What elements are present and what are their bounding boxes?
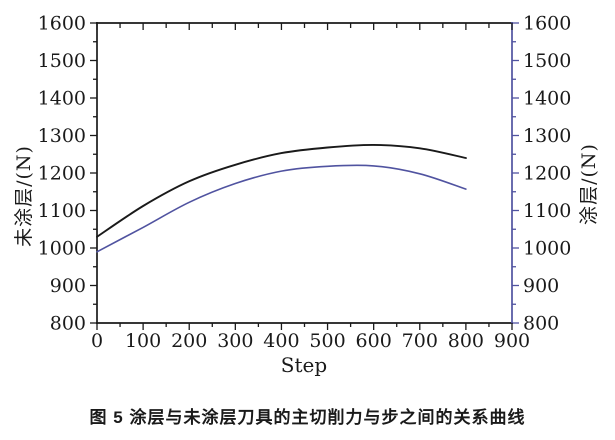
right-y-tick-label: 1600 bbox=[523, 13, 571, 35]
x-tick-label: 800 bbox=[448, 330, 484, 352]
x-axis-title: Step bbox=[281, 353, 327, 377]
right-y-tick-label: 1000 bbox=[523, 238, 571, 260]
right-y-tick-label: 1400 bbox=[523, 88, 571, 110]
left-y-tick-label: 800 bbox=[50, 313, 86, 335]
x-tick-label: 0 bbox=[91, 330, 103, 352]
right-y-tick-label: 1100 bbox=[523, 200, 571, 222]
left-y-tick-label: 1400 bbox=[38, 88, 86, 110]
right-y-tick-label: 900 bbox=[523, 275, 559, 297]
x-tick-label: 200 bbox=[171, 330, 207, 352]
right-y-axis-title: 涂层/(N) bbox=[578, 143, 600, 225]
x-tick-label: 900 bbox=[494, 330, 530, 352]
x-tick-label: 400 bbox=[263, 330, 299, 352]
left-y-axis-title: 未涂层/(N) bbox=[13, 145, 35, 247]
left-y-tick-label: 1100 bbox=[38, 200, 86, 222]
right-y-tick-label: 1300 bbox=[523, 125, 571, 147]
x-tick-label: 100 bbox=[125, 330, 161, 352]
left-y-tick-label: 1000 bbox=[38, 238, 86, 260]
right-y-tick-label: 800 bbox=[523, 313, 559, 335]
left-y-tick-label: 1500 bbox=[38, 50, 86, 72]
figure-caption: 图 5 涂层与未涂层刀具的主切削力与步之间的关系曲线 bbox=[89, 408, 526, 427]
left-y-tick-label: 900 bbox=[50, 275, 86, 297]
left-y-tick-label: 1200 bbox=[38, 163, 86, 185]
x-tick-label: 300 bbox=[217, 330, 253, 352]
right-y-tick-label: 1200 bbox=[523, 163, 571, 185]
left-y-tick-label: 1600 bbox=[38, 13, 86, 35]
series-line-uncoated bbox=[96, 143, 467, 238]
series-line-coated bbox=[96, 164, 467, 253]
right-y-tick-label: 1500 bbox=[523, 50, 571, 72]
left-y-tick-label: 1300 bbox=[38, 125, 86, 147]
x-tick-label: 700 bbox=[402, 330, 438, 352]
x-tick-label: 600 bbox=[356, 330, 392, 352]
x-tick-label: 500 bbox=[309, 330, 345, 352]
